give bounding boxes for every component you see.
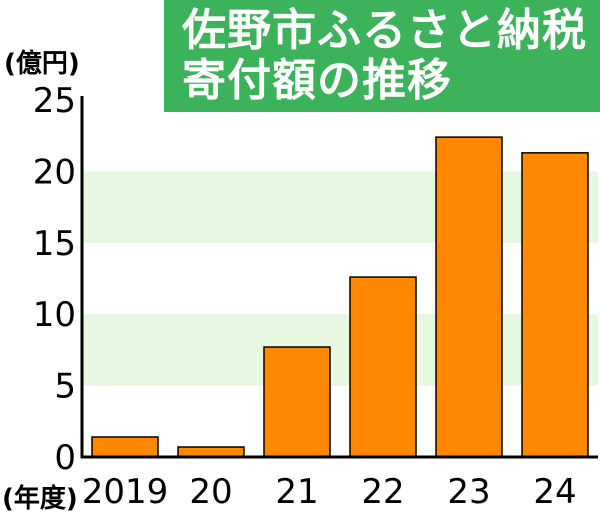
x-tick-label: 23 bbox=[447, 472, 490, 512]
grid-band bbox=[82, 314, 598, 386]
chart-title-box: 佐野市ふるさと納税 寄付額の推移 bbox=[164, 0, 600, 112]
y-tick-labels: 0 5 10 15 20 25 bbox=[33, 81, 76, 478]
grid-bands bbox=[82, 171, 598, 386]
y-axis-label: (億円) bbox=[4, 49, 80, 79]
bar-23 bbox=[435, 136, 503, 458]
x-tick-label: 24 bbox=[533, 472, 576, 512]
y-tick-label: 25 bbox=[33, 81, 76, 121]
x-tick-label: 22 bbox=[361, 472, 404, 512]
y-tick-label: 15 bbox=[33, 224, 76, 264]
y-tick-label: 5 bbox=[54, 367, 76, 407]
x-axis-label: (年度) bbox=[2, 483, 78, 514]
x-tick-label: 21 bbox=[275, 472, 318, 512]
y-tick-label: 20 bbox=[33, 152, 76, 192]
bar-2019 bbox=[91, 436, 159, 458]
bar-21 bbox=[263, 346, 331, 458]
bar-22 bbox=[349, 276, 417, 458]
y-tick-label: 0 bbox=[54, 438, 76, 478]
x-tick-labels: 2019 20 21 22 23 24 bbox=[82, 472, 577, 512]
chart-title-line-1: 佐野市ふるさと納税 bbox=[182, 5, 587, 56]
x-tick-label: 2019 bbox=[82, 472, 169, 512]
x-tick-label: 20 bbox=[189, 472, 232, 512]
grid-band bbox=[82, 171, 598, 243]
bars bbox=[91, 136, 589, 458]
bar-24 bbox=[521, 152, 589, 458]
chart-title-line-2: 寄付額の推移 bbox=[182, 55, 452, 106]
y-tick-label: 10 bbox=[33, 295, 76, 335]
